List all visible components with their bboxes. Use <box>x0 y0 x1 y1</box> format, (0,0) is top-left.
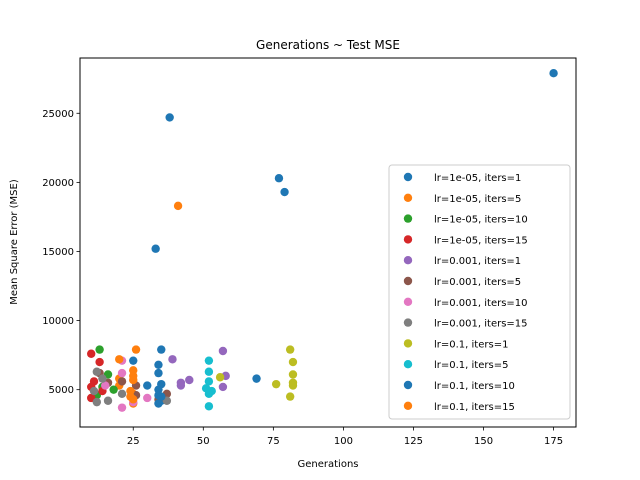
data-point-s10-4 <box>157 392 166 401</box>
y-axis-ticks: 5000 10000 15000 20000 25000 <box>42 109 80 396</box>
data-point-s2-0 <box>95 345 104 354</box>
x-tick-label-5: 150 <box>474 436 493 447</box>
data-point-s7-4 <box>103 396 113 405</box>
data-point-s0-4 <box>151 244 160 253</box>
legend-marker-8 <box>403 339 413 348</box>
data-point-s8-6 <box>285 392 295 401</box>
data-point-s8-5 <box>271 379 281 389</box>
x-tick-label-1: 50 <box>197 436 210 447</box>
plot-frame <box>79 57 577 428</box>
legend-marker-11 <box>403 401 413 410</box>
legend-marker-5 <box>403 276 413 286</box>
data-point-s2-3 <box>109 385 118 394</box>
x-tick-label-2: 75 <box>267 436 280 447</box>
legend-marker-10 <box>403 380 413 390</box>
data-point-s9-2 <box>204 377 214 386</box>
data-point-s3-1 <box>95 357 104 367</box>
data-point-s6-1 <box>117 368 127 378</box>
legend-frame <box>388 164 571 420</box>
data-point-s0-3 <box>280 187 289 197</box>
data-point-s0-0 <box>549 69 558 78</box>
data-point-s4-3 <box>185 375 194 385</box>
legend-label-0: lr=1e-05, iters=1 <box>434 173 521 184</box>
data-point-s7-1 <box>98 374 107 383</box>
data-point-s11-2 <box>115 355 124 364</box>
legend-label-5: lr=0.001, iters=5 <box>434 277 521 288</box>
data-point-s7-3 <box>92 397 102 407</box>
data-point-s7-0 <box>92 367 102 376</box>
legend-label-4: lr=0.001, iters=1 <box>434 256 521 267</box>
x-tick-label-6: 175 <box>544 436 563 447</box>
y-tick-label-1: 10000 <box>42 316 74 327</box>
data-point-s9-1 <box>204 367 214 376</box>
y-axis-title: Mean Square Error (MSE) <box>9 179 20 305</box>
data-point-s8-7 <box>215 373 225 382</box>
data-point-s4-1 <box>218 346 228 356</box>
legend-label-7: lr=0.001, iters=15 <box>434 319 528 330</box>
data-point-s10-1 <box>154 360 163 370</box>
y-tick-label-4: 25000 <box>42 109 74 120</box>
data-point-s0-9 <box>143 381 152 390</box>
chart-title: Generations ~ Test MSE <box>256 38 400 52</box>
data-point-s0-7 <box>252 374 261 383</box>
x-axis-title: Generations <box>298 459 359 470</box>
data-point-s4-0 <box>168 355 177 364</box>
legend-marker-6 <box>403 297 413 306</box>
data-point-s7-2 <box>89 386 99 396</box>
x-tick-label-0: 25 <box>127 436 140 447</box>
legend: lr=1e-05, iters=1 lr=1e-05, iters=5 lr=1e-… <box>388 164 571 420</box>
legend-marker-1 <box>403 193 413 202</box>
data-point-s10-0 <box>129 356 138 365</box>
data-point-s9-5 <box>204 389 214 399</box>
x-tick-label-3: 100 <box>334 436 353 447</box>
legend-marker-9 <box>403 360 413 369</box>
legend-label-8: lr=0.1, iters=1 <box>434 339 508 350</box>
data-point-s6-2 <box>101 381 110 390</box>
data-point-s8-1 <box>288 357 298 367</box>
data-point-s7-6 <box>117 389 127 399</box>
data-point-s10-5 <box>154 399 163 408</box>
legend-marker-2 <box>403 214 413 223</box>
data-point-s5-2 <box>117 377 127 386</box>
scatter-points <box>87 69 558 412</box>
data-point-s4-5 <box>218 382 228 392</box>
data-point-s0-6 <box>154 368 163 378</box>
y-tick-label-0: 5000 <box>49 385 74 396</box>
legend-label-2: lr=1e-05, iters=10 <box>434 215 528 226</box>
data-point-s9-0 <box>204 356 214 365</box>
data-point-s8-2 <box>288 370 298 379</box>
y-tick-label-2: 15000 <box>42 247 74 258</box>
legend-label-9: lr=0.1, iters=5 <box>434 360 508 371</box>
legend-label-10: lr=0.1, iters=10 <box>434 381 515 392</box>
x-axis-ticks: 25 50 75 100 125 150 175 <box>127 427 563 447</box>
data-point-s1-0 <box>173 201 183 211</box>
legend-label-11: lr=0.1, iters=15 <box>434 402 515 413</box>
legend-label-3: lr=1e-05, iters=15 <box>434 235 528 246</box>
data-point-s6-3 <box>117 403 127 412</box>
data-point-s6-5 <box>143 393 152 403</box>
data-point-s8-4 <box>288 381 298 390</box>
legend-marker-4 <box>403 256 413 265</box>
data-point-s9-6 <box>204 402 214 411</box>
legend-marker-0 <box>403 172 413 182</box>
data-point-s1-1 <box>131 345 141 354</box>
data-point-s11-5 <box>129 395 138 404</box>
data-point-s0-2 <box>274 174 284 183</box>
data-point-s0-1 <box>165 113 174 122</box>
data-point-s8-0 <box>285 345 295 354</box>
data-point-s4-4 <box>176 381 186 390</box>
data-point-s0-5 <box>157 345 166 354</box>
legend-marker-7 <box>403 318 413 327</box>
legend-label-6: lr=0.001, iters=10 <box>434 298 528 309</box>
x-tick-label-4: 125 <box>404 436 423 447</box>
legend-marker-3 <box>403 235 413 244</box>
data-point-s3-0 <box>87 349 96 358</box>
legend-label-1: lr=1e-05, iters=5 <box>434 194 521 205</box>
data-point-s11-1 <box>129 375 138 385</box>
y-tick-label-3: 20000 <box>42 178 74 189</box>
